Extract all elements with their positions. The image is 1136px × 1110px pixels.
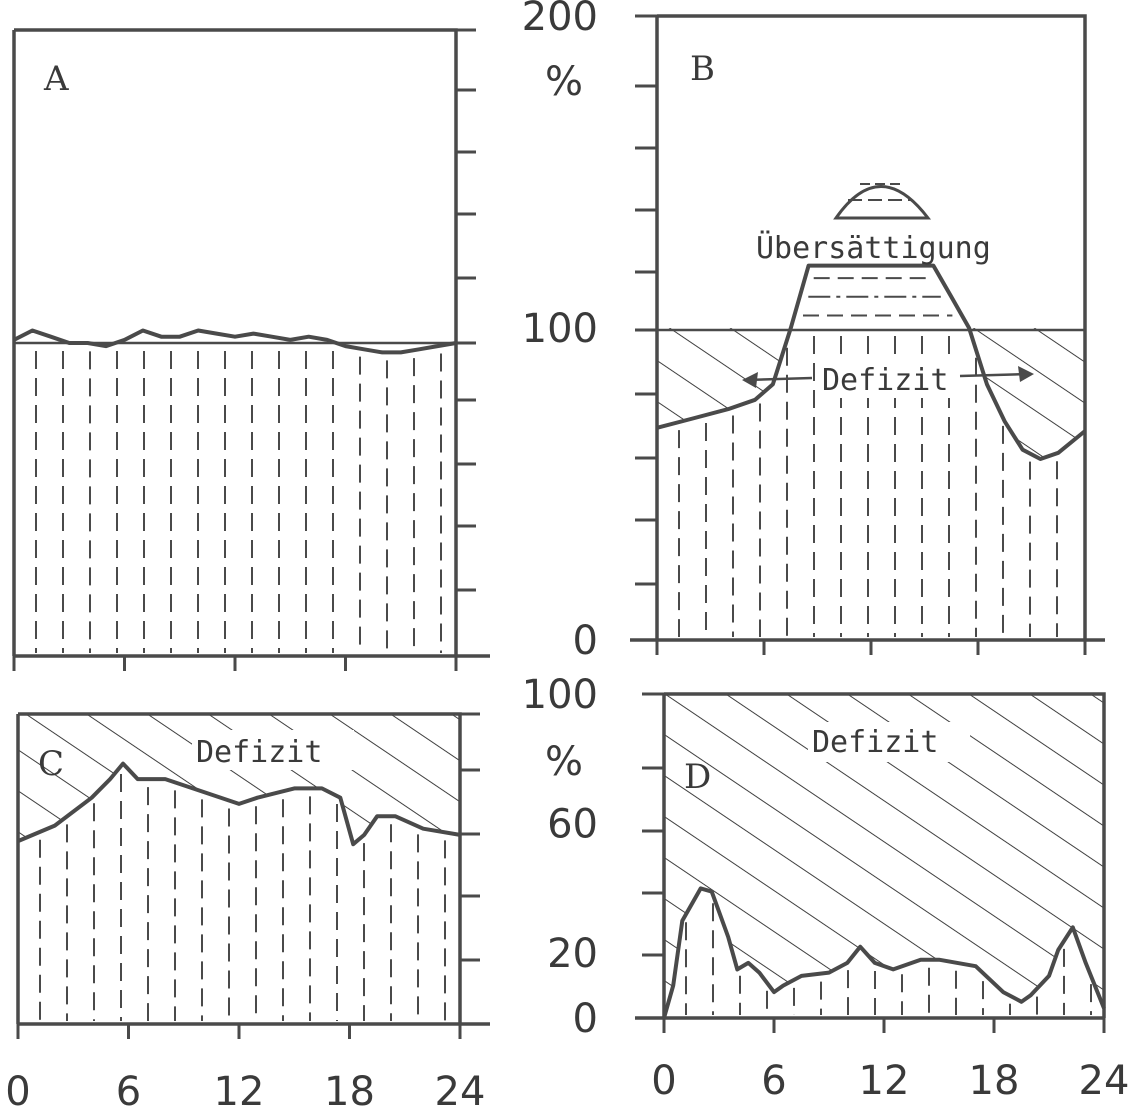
panel-d-deficit-hatch — [664, 694, 1104, 1018]
panel-d-frame — [662, 692, 1106, 1018]
panel-c-right-ticks — [460, 712, 480, 962]
panel-d-curve — [662, 886, 1106, 1019]
panel-c-annotation-deficit: Defizit — [196, 735, 322, 770]
panel-b-annotation-deficit: Defizit — [822, 363, 948, 398]
panel-b-supersaturation-fill — [803, 277, 953, 317]
panel-d-y-tick-label-3: 0 — [573, 996, 598, 1042]
panel-b-y-tick-label-0: 200 — [522, 0, 598, 40]
panel-c-x-tick-label-3: 18 — [324, 1069, 375, 1110]
panel-c-vertical-dash-fill — [39, 774, 446, 1021]
panel-d-x-tick-label-3: 18 — [969, 1058, 1020, 1104]
panel-b-y-tick-labels: 200 100 0 — [522, 0, 598, 664]
panel-b-y-tick-label-2: 0 — [573, 618, 598, 664]
panel-c-curve — [17, 761, 461, 847]
panel-a: A — [12, 28, 490, 671]
panel-d-x-ticks — [662, 1018, 1106, 1033]
panel-b-curve — [656, 263, 1087, 461]
panel-b-y-unit: % — [545, 59, 583, 105]
panel-d-letter: D — [684, 757, 711, 797]
panel-c: 0 6 12 18 24 C Defizit — [5, 712, 490, 1110]
panel-c-x-ticks — [16, 1024, 462, 1039]
panel-b-vertical-dash-fill — [678, 336, 1058, 637]
panel-c-x-tick-label-1: 6 — [116, 1069, 141, 1110]
panel-b-frame — [655, 14, 1087, 640]
panel-b-letter: B — [690, 49, 715, 89]
panel-a-vertical-dash-fill — [35, 351, 442, 653]
panel-d-x-tick-labels: 0 6 12 18 24 — [651, 1058, 1129, 1104]
panel-d-y-unit: % — [545, 739, 583, 785]
panel-b-x-ticks — [655, 640, 1087, 655]
panel-c-x-tick-labels: 0 6 12 18 24 — [5, 1069, 485, 1110]
panel-d-left-ticks — [642, 692, 664, 957]
panel-d-x-tick-label-4: 24 — [1079, 1058, 1130, 1104]
panel-b-deficit-label-bg — [818, 358, 952, 398]
panel-a-x-ticks — [12, 656, 458, 671]
panel-d-x-tick-label-0: 0 — [651, 1058, 676, 1104]
panel-a-right-ticks — [456, 28, 476, 592]
panel-b-annotation-supersaturation: Übersättigung — [756, 230, 991, 266]
panel-d-x-tick-label-2: 12 — [859, 1058, 910, 1104]
panel-d-y-tick-label-2: 20 — [547, 931, 598, 977]
panel-b-deficit-arrow-left — [742, 372, 813, 388]
panel-d-annotation-deficit: Defizit — [812, 725, 938, 760]
panel-d-vertical-dash-fill — [685, 903, 1092, 1015]
panel-d-y-tick-label-1: 60 — [547, 802, 598, 848]
panel-d-x-tick-label-1: 6 — [761, 1058, 786, 1104]
panel-b-deficit-hatch — [657, 328, 1085, 459]
panel-b: 200 100 0 % B Übersättigung Defizit — [522, 0, 1105, 664]
panel-b-deficit-arrow-right — [959, 366, 1034, 382]
panel-c-x-tick-label-4: 24 — [435, 1069, 486, 1110]
panel-c-letter: C — [38, 744, 64, 784]
panel-a-curve — [13, 328, 457, 355]
panel-c-x-tick-label-0: 0 — [5, 1069, 30, 1110]
panel-c-x-tick-label-2: 12 — [214, 1069, 265, 1110]
panel-d-deficit-label-bg — [808, 722, 970, 762]
panel-d: 0 6 12 18 24 100 60 20 0 % D Defizit — [522, 672, 1130, 1104]
panel-b-left-ticks — [635, 14, 657, 586]
panel-c-deficit-label-bg — [192, 730, 354, 770]
panel-b-y-tick-label-1: 100 — [522, 306, 598, 352]
panel-d-y-tick-labels: 100 60 20 0 — [522, 672, 598, 1042]
panel-b-bubble — [833, 185, 932, 220]
panel-a-letter: A — [43, 59, 69, 99]
panel-d-y-tick-label-0: 100 — [522, 672, 598, 718]
